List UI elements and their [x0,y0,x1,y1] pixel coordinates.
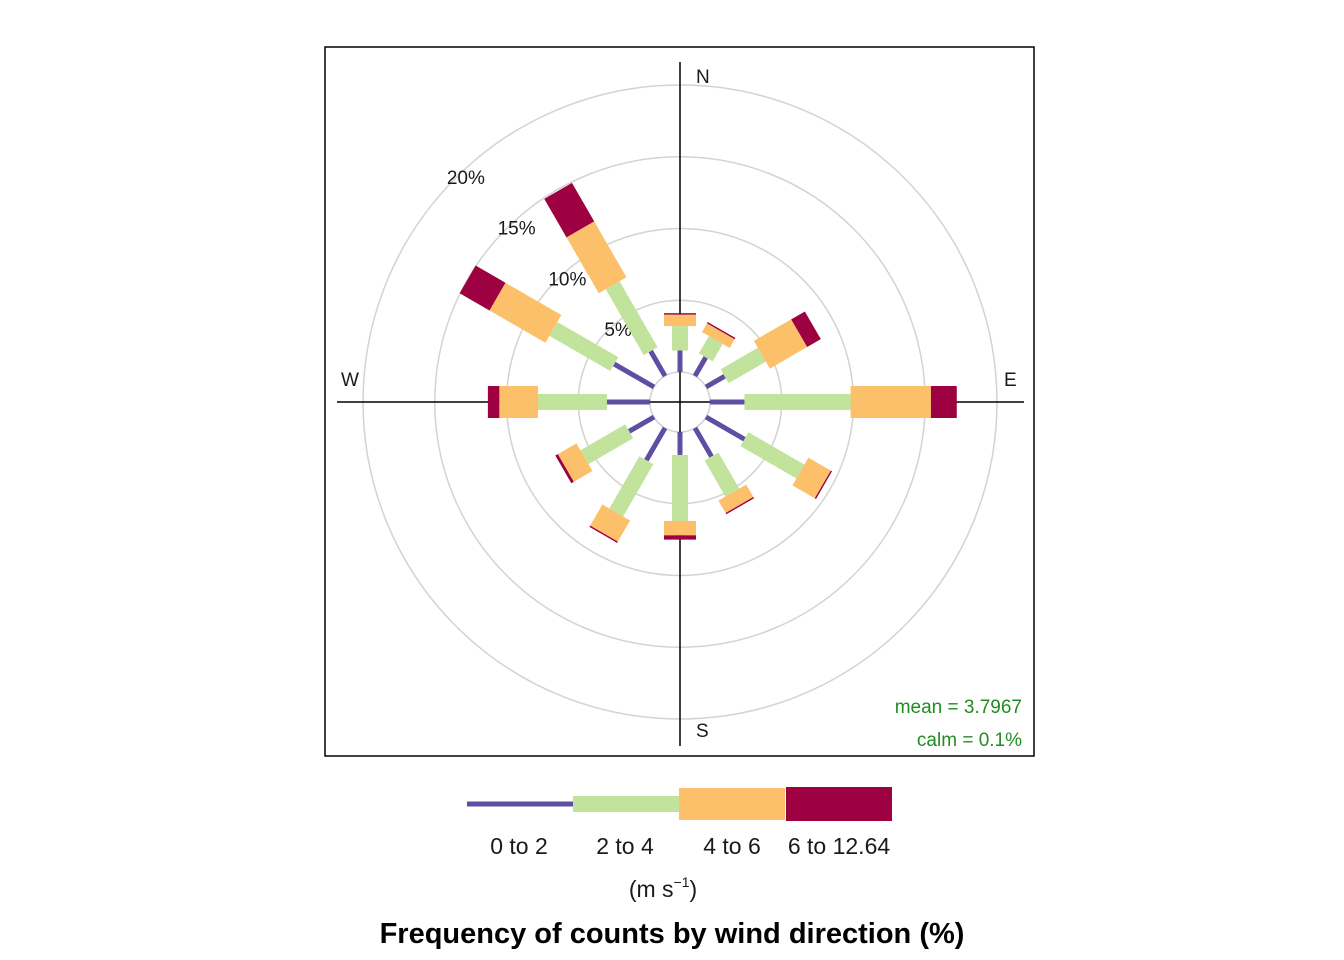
bar-300-bin-1 [549,321,619,371]
bar-150-bin-3 [725,497,755,515]
bar-210-bin-2 [590,504,631,542]
bar-90-bin-2 [850,386,931,418]
bar-330-bin-1 [605,281,658,356]
bar-60-bin-2 [753,319,808,369]
bar-60-bin-3 [791,311,821,348]
bar-180-bin-1 [672,454,688,521]
bar-210-bin-0 [644,426,668,462]
bar-240-bin-1 [580,424,634,465]
legend-label-3: 6 to 12.64 [788,833,891,859]
ring-label-20: 20% [447,168,485,189]
bar-120-bin-3 [814,470,833,500]
legend-swatch-1 [573,796,679,812]
bar-120-bin-0 [704,414,746,442]
direction-label-w: W [341,370,359,391]
direction-90 [710,386,957,418]
bar-300-bin-3 [459,265,506,311]
mean-stat: mean = 3.7967 [895,697,1022,718]
bar-240-bin-3 [555,454,574,484]
direction-300 [459,265,656,390]
bar-0-bin-0 [677,350,683,372]
bar-330-bin-2 [566,221,627,294]
direction-330 [544,182,668,378]
ring-label-5: 5% [604,320,632,341]
bar-120-bin-1 [740,432,805,479]
bar-270-bin-2 [499,386,539,418]
direction-120 [704,414,833,500]
bar-210-bin-1 [609,456,654,517]
bar-60-bin-0 [704,374,726,390]
direction-210 [589,426,668,543]
bar-180-bin-2 [664,520,696,536]
bar-60-bin-1 [720,347,766,384]
bar-330-bin-3 [544,182,595,238]
ring-label-10: 10% [548,269,586,290]
direction-270 [487,386,650,418]
ring-labels: 5% 10% 15% 20% [447,168,632,341]
bar-30-bin-3 [706,322,736,340]
bar-270-bin-1 [538,394,607,410]
ring-label-15: 15% [498,219,536,240]
bar-300-bin-2 [489,282,562,343]
direction-150 [692,426,755,515]
bar-150-bin-2 [718,484,754,514]
bar-0-bin-2 [664,314,696,327]
bar-30-bin-2 [701,323,735,348]
bar-150-bin-0 [692,426,714,458]
bar-240-bin-0 [627,414,656,434]
legend-swatch-0 [467,801,573,807]
bar-120-bin-2 [792,457,831,499]
direction-180 [664,432,696,540]
direction-0 [664,313,696,372]
units-exponent: −1 [674,874,690,890]
bar-90-bin-0 [710,399,745,405]
bar-210-bin-3 [589,525,618,543]
direction-label-n: N [696,67,710,88]
units-suffix: ) [690,876,698,902]
bar-30-bin-1 [698,335,723,362]
bar-150-bin-1 [704,452,740,497]
bar-240-bin-2 [557,443,593,482]
direction-label-e: E [1004,370,1017,391]
chart-title: Frequency of counts by wind direction (%… [380,918,965,950]
direction-240 [555,414,656,484]
legend-label-2: 4 to 6 [703,833,761,859]
legend-label-1: 2 to 4 [596,833,654,859]
direction-30 [692,322,736,378]
bar-90-bin-3 [930,386,957,418]
units-label: (m s−1) [629,874,697,902]
legend-swatch-3 [786,787,892,821]
bar-180-bin-0 [677,432,683,455]
bar-300-bin-0 [613,361,656,390]
plot-panel-border [324,46,1035,757]
bar-0-bin-1 [672,326,688,351]
bar-270-bin-3 [487,386,500,418]
bar-180-bin-3 [664,535,696,540]
direction-label-s: S [696,721,709,742]
bar-30-bin-0 [692,356,708,378]
units-prefix: (m s [629,876,674,902]
legend-label-0: 0 to 2 [490,833,548,859]
bar-0-bin-3 [664,313,696,315]
bar-270-bin-0 [606,399,650,405]
rose-bars [459,182,957,543]
calm-stat: calm = 0.1% [917,730,1022,751]
speed-legend: 0 to 2 2 to 4 4 to 6 6 to 12.64 [467,787,892,859]
bar-330-bin-0 [648,349,668,378]
legend-swatch-2 [679,788,785,820]
direction-60 [704,311,821,390]
bar-90-bin-1 [744,394,851,410]
